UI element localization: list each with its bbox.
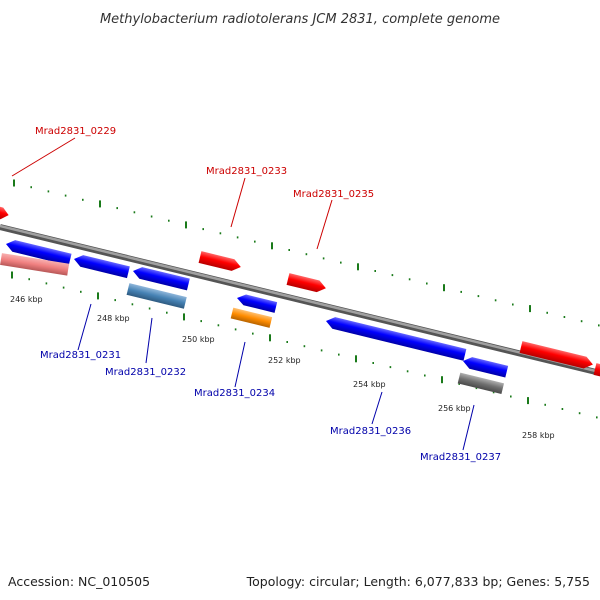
gene-label-0232[interactable]: Mrad2831_0232	[105, 367, 186, 378]
map-title: Methylobacterium radiotolerans JCM 2831,…	[100, 12, 500, 27]
gene-label-0236[interactable]: Mrad2831_0236	[330, 426, 411, 437]
gene-feature-blue-3[interactable]	[132, 265, 190, 291]
genome-backbone	[0, 224, 600, 376]
tick-label: 246 kbp	[10, 295, 43, 304]
gene-feature-0236[interactable]	[325, 315, 467, 361]
forward-gene-labels: Mrad2831_0229 Mrad2831_0233 Mrad2831_023…	[11, 126, 374, 250]
gene-label-0234[interactable]: Mrad2831_0234	[194, 388, 275, 399]
gene-feature-red-right[interactable]	[519, 341, 595, 370]
gene-feature-blue-1[interactable]	[5, 238, 72, 266]
accession-text: Accession: NC_010505	[8, 574, 150, 589]
tick-label: 248 kbp	[97, 314, 130, 323]
gene-feature-0237-gray[interactable]	[457, 372, 505, 395]
reverse-genes	[0, 238, 509, 395]
gene-label-0235[interactable]: Mrad2831_0235	[293, 189, 374, 200]
gene-label-0231[interactable]: Mrad2831_0231	[40, 350, 121, 361]
gene-feature-0235[interactable]	[286, 273, 328, 294]
gene-feature-red-edge[interactable]	[593, 363, 600, 379]
lower-tick-track	[11, 271, 598, 419]
gene-feature-blue-4[interactable]	[236, 293, 278, 313]
gene-feature-pink[interactable]	[0, 253, 70, 276]
genome-summary-text: Topology: circular; Length: 6,077,833 bp…	[246, 574, 590, 589]
tick-label: 252 kbp	[268, 356, 301, 365]
gene-label-0237[interactable]: Mrad2831_0237	[420, 452, 501, 463]
tick-label: 258 kbp	[522, 431, 555, 440]
gene-feature-0229[interactable]	[0, 206, 10, 221]
forward-genes	[0, 206, 600, 379]
tick-labels: 246 kbp 248 kbp 250 kbp 252 kbp 254 kbp …	[10, 295, 555, 440]
tick-label: 250 kbp	[182, 335, 215, 344]
gene-feature-0237-blue[interactable]	[462, 355, 509, 378]
gene-feature-0233[interactable]	[198, 251, 243, 273]
gene-feature-0231[interactable]	[73, 253, 130, 279]
upper-tick-track	[13, 179, 600, 327]
tick-label: 254 kbp	[353, 380, 386, 389]
reverse-gene-labels: Mrad2831_0231 Mrad2831_0232 Mrad2831_023…	[40, 303, 501, 463]
gene-feature-0234[interactable]	[230, 307, 273, 328]
gene-label-0229[interactable]: Mrad2831_0229	[35, 126, 116, 137]
gene-label-0233[interactable]: Mrad2831_0233	[206, 166, 287, 177]
tick-label: 256 kbp	[438, 404, 471, 413]
gene-feature-0232[interactable]	[126, 283, 187, 309]
